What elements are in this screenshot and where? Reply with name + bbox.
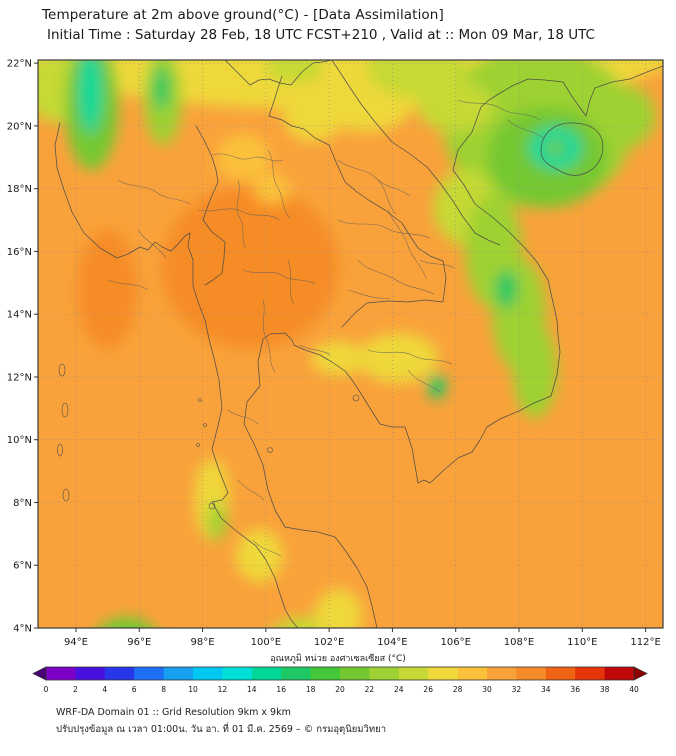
colorbar-tick-label: 30 bbox=[482, 685, 492, 694]
lat-tick-label: 8°N bbox=[13, 498, 32, 509]
colorbar-tick-label: 18 bbox=[306, 685, 316, 694]
lon-tick-label: 94°E bbox=[64, 637, 88, 648]
lon-tick-label: 112°E bbox=[630, 637, 660, 648]
header: Temperature at 2m above ground(°C) - [Da… bbox=[42, 7, 595, 43]
colorbar-tick-label: 28 bbox=[453, 685, 463, 694]
colorbar-tick-label: 16 bbox=[276, 685, 286, 694]
lon-tick-label: 98°E bbox=[191, 637, 215, 648]
colorbar-tick-label: 22 bbox=[365, 685, 375, 694]
islands bbox=[57, 363, 360, 510]
colorbar-tick-label: 0 bbox=[44, 685, 49, 694]
lat-tick-label: 18°N bbox=[7, 184, 32, 195]
lat-tick-label: 4°N bbox=[13, 624, 32, 635]
colorbar-tick-label: 8 bbox=[161, 685, 166, 694]
chart-subtitle: Initial Time : Saturday 28 Feb, 18 UTC F… bbox=[47, 27, 595, 43]
border-thai-myanmar bbox=[195, 125, 226, 286]
footer-domain-info: WRF-DA Domain 01 :: Grid Resolution 9km … bbox=[56, 707, 291, 718]
lat-tick-label: 6°N bbox=[13, 561, 32, 572]
map-gridlines bbox=[38, 60, 663, 629]
lon-tick-label: 96°E bbox=[127, 637, 151, 648]
colorbar-tick-label: 12 bbox=[218, 685, 228, 694]
lon-tick-label: 100°E bbox=[251, 637, 281, 648]
lon-tick-label: 106°E bbox=[441, 637, 471, 648]
colorbar-label: อุณหภูมิ หน่วย องศาเซลเซียส (°C) bbox=[270, 654, 406, 664]
lon-tick-label: 102°E bbox=[314, 637, 344, 648]
colorbar-tick-label: 2 bbox=[73, 685, 78, 694]
colorbar-tick-label: 4 bbox=[102, 685, 107, 694]
footer-update-info: ปรับปรุงข้อมูล ณ เวลา 01:00น. วัน อา. ที… bbox=[56, 724, 387, 735]
hainan-island bbox=[540, 122, 604, 176]
border-mekong bbox=[268, 115, 447, 328]
colorbar-tick-label: 26 bbox=[423, 685, 433, 694]
lon-tick-label: 108°E bbox=[504, 637, 534, 648]
colorbar-tick-label: 38 bbox=[600, 685, 610, 694]
map-axes: 94°E 96°E 98°E 100°E 102°E 104°E 106°E 108°E 110… bbox=[7, 59, 661, 648]
colorbar: 0 2 4 6 8 10 12 14 16 18 20 22 24 26 28 30 32 34 36 38 40 bbox=[32, 666, 648, 694]
lat-tick-label: 14°N bbox=[7, 310, 32, 321]
lat-tick-label: 20°N bbox=[7, 121, 32, 132]
colorbar-tick-label: 32 bbox=[512, 685, 522, 694]
colorbar-tick-label: 36 bbox=[570, 685, 580, 694]
colorbar-tick-label: 10 bbox=[188, 685, 198, 694]
lat-tick-label: 12°N bbox=[7, 372, 32, 383]
footer: WRF-DA Domain 01 :: Grid Resolution 9km … bbox=[56, 707, 386, 737]
map-border bbox=[37, 59, 664, 629]
chart-title: Temperature at 2m above ground(°C) - [Da… bbox=[42, 7, 444, 23]
colorbar-tick-label: 24 bbox=[394, 685, 404, 694]
colorbar-tick-label: 40 bbox=[629, 685, 639, 694]
lon-tick-label: 110°E bbox=[567, 637, 597, 648]
border-north bbox=[224, 60, 333, 86]
colorbar-tick-label: 6 bbox=[132, 685, 137, 694]
colorbar-tick-label: 20 bbox=[335, 685, 345, 694]
coastline-west bbox=[54, 122, 299, 628]
temperature-map-canvas: 94°E 96°E 98°E 100°E 102°E 104°E 106°E 108°E 110… bbox=[7, 59, 664, 648]
lat-tick-label: 16°N bbox=[7, 247, 32, 258]
border-golden-triangle bbox=[268, 75, 283, 117]
colorbar-tick-label: 14 bbox=[247, 685, 257, 694]
border-lao-vietnam bbox=[331, 60, 501, 246]
lat-tick-label: 22°N bbox=[7, 59, 32, 70]
colorbar-tick-label: 34 bbox=[541, 685, 551, 694]
coastline-east bbox=[243, 65, 663, 628]
temperature-anomaly-blobs bbox=[38, 60, 663, 628]
country-province-boundaries bbox=[54, 60, 663, 628]
lat-tick-label: 10°N bbox=[7, 435, 32, 446]
province-boundaries bbox=[107, 99, 545, 557]
lon-tick-label: 104°E bbox=[377, 637, 407, 648]
